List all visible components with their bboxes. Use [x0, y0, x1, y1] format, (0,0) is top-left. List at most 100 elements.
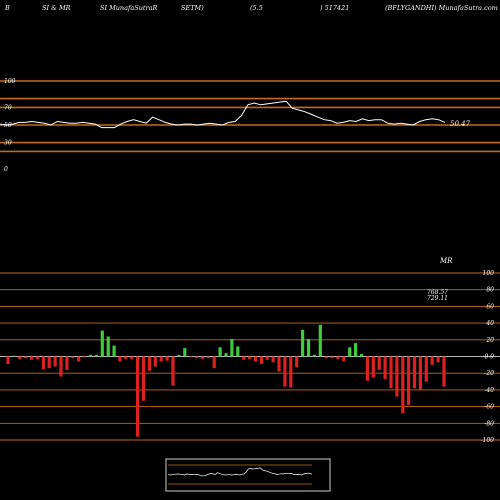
mr-bar — [330, 356, 334, 359]
mr-bar — [147, 356, 151, 371]
mr-y-tick: -60 — [484, 404, 494, 411]
mr-y-tick: -20 — [484, 370, 494, 377]
mr-bar — [224, 353, 228, 357]
rsi-y-tick: 50 — [4, 122, 12, 129]
mr-y-tick: -100 — [481, 437, 495, 444]
mr-bar — [436, 356, 440, 363]
mr-bar — [259, 356, 263, 364]
chart-header: B SI & MR SI MunafaSutraR SETM) (5.5) 517421… — [4, 4, 498, 12]
mr-bar — [265, 356, 269, 360]
rsi-line — [0, 100, 446, 129]
rsi-last-value: 50.47 — [450, 120, 471, 128]
mr-bar — [395, 356, 399, 397]
mini-line — [167, 467, 313, 477]
mr-bar — [59, 356, 63, 377]
mr-bar — [318, 324, 322, 357]
mr-bar — [24, 356, 28, 359]
mr-bar — [83, 356, 87, 358]
mr-bar — [153, 356, 157, 367]
mr-bar — [100, 330, 104, 357]
mr-bar — [354, 343, 358, 357]
mr-bar — [407, 356, 411, 405]
mr-bar — [289, 356, 293, 388]
mr-bar — [401, 356, 405, 414]
mr-bar — [212, 356, 216, 369]
mr-bar — [253, 356, 258, 362]
rsi-y-tick: 30 — [4, 140, 12, 147]
mr-bar — [124, 356, 128, 359]
mr-bar — [165, 356, 169, 361]
rsi-y-ticks: 100 70 50 30 0 — [4, 78, 16, 173]
mr-bar — [412, 356, 417, 389]
mr-bar — [312, 354, 316, 357]
header-item: (5.5 — [250, 4, 263, 12]
rsi-y-tick: 0 — [4, 166, 8, 173]
mr-bar — [35, 356, 40, 359]
mr-title: MR — [439, 257, 453, 265]
mr-panel: MR 768.57 729.11 100 80 60 40 20 0 0 -20 -40 -60… — [0, 257, 500, 444]
rsi-y-tick: 70 — [4, 104, 12, 111]
mr-bar — [324, 356, 328, 359]
mr-bar — [130, 356, 134, 359]
mini-chart-frame — [165, 458, 331, 492]
mr-bar — [30, 356, 34, 360]
mr-bar — [206, 356, 210, 359]
header-item: SETM) — [181, 4, 204, 12]
mr-bar — [248, 356, 252, 359]
header-item: (BFLYGANDHI) MunafaSutra.com — [385, 4, 498, 12]
mr-bar — [236, 346, 240, 357]
mr-y-tick: 80 — [486, 287, 494, 294]
mr-bar — [71, 356, 75, 359]
mr-bar — [171, 356, 175, 386]
mr-bar — [295, 356, 299, 368]
mr-y-tick: 100 — [483, 270, 495, 277]
mr-y-tick: 20 — [485, 337, 494, 344]
mr-bar — [141, 356, 146, 401]
mr-bar — [112, 345, 116, 357]
mr-y-tick: 40 — [485, 320, 494, 327]
header-item: ) 517421 — [319, 4, 349, 12]
mr-annotation-2: 729.11 — [427, 295, 448, 302]
mr-bar — [159, 356, 163, 362]
mr-bar — [118, 356, 122, 362]
mr-bar — [301, 329, 305, 357]
mr-bar — [389, 356, 393, 389]
mr-y-tick: 0 0 — [484, 354, 494, 361]
mr-bar — [200, 356, 204, 359]
mr-bar — [106, 336, 110, 357]
mr-bar — [218, 347, 222, 357]
mr-bar — [283, 356, 287, 387]
mr-bar — [342, 356, 346, 362]
mr-bar — [230, 339, 234, 357]
mini-chart — [165, 458, 331, 492]
mr-bar — [306, 339, 311, 357]
rsi-panel: 100 70 50 30 0 50.47 — [0, 78, 500, 173]
mr-bar — [277, 356, 281, 372]
mr-bar — [371, 356, 375, 378]
mr-y-tick: -80 — [484, 420, 494, 427]
mr-bar — [41, 356, 45, 369]
mr-bar — [442, 356, 446, 387]
mr-bar — [418, 356, 422, 390]
header-item: SI & MR — [42, 4, 71, 12]
mr-bar — [194, 356, 199, 359]
mr-bar — [189, 356, 193, 358]
mr-y-tick: 60 — [486, 303, 494, 310]
mr-bar — [365, 356, 369, 381]
mr-bars — [6, 324, 446, 437]
rsi-grid-lines — [0, 80, 500, 153]
mr-annotation-1: 768.57 — [427, 289, 448, 296]
mr-bar — [424, 356, 428, 382]
mr-bar — [12, 355, 16, 357]
mr-bar — [94, 354, 98, 357]
mr-bar — [348, 347, 352, 357]
mr-bar — [65, 356, 69, 370]
mr-bar — [6, 356, 10, 364]
header-item: B — [4, 4, 10, 12]
mr-bar — [377, 356, 381, 370]
mr-bar — [136, 356, 140, 437]
mr-bar — [77, 356, 81, 362]
mr-bar — [242, 356, 246, 360]
mr-bar — [430, 356, 434, 365]
